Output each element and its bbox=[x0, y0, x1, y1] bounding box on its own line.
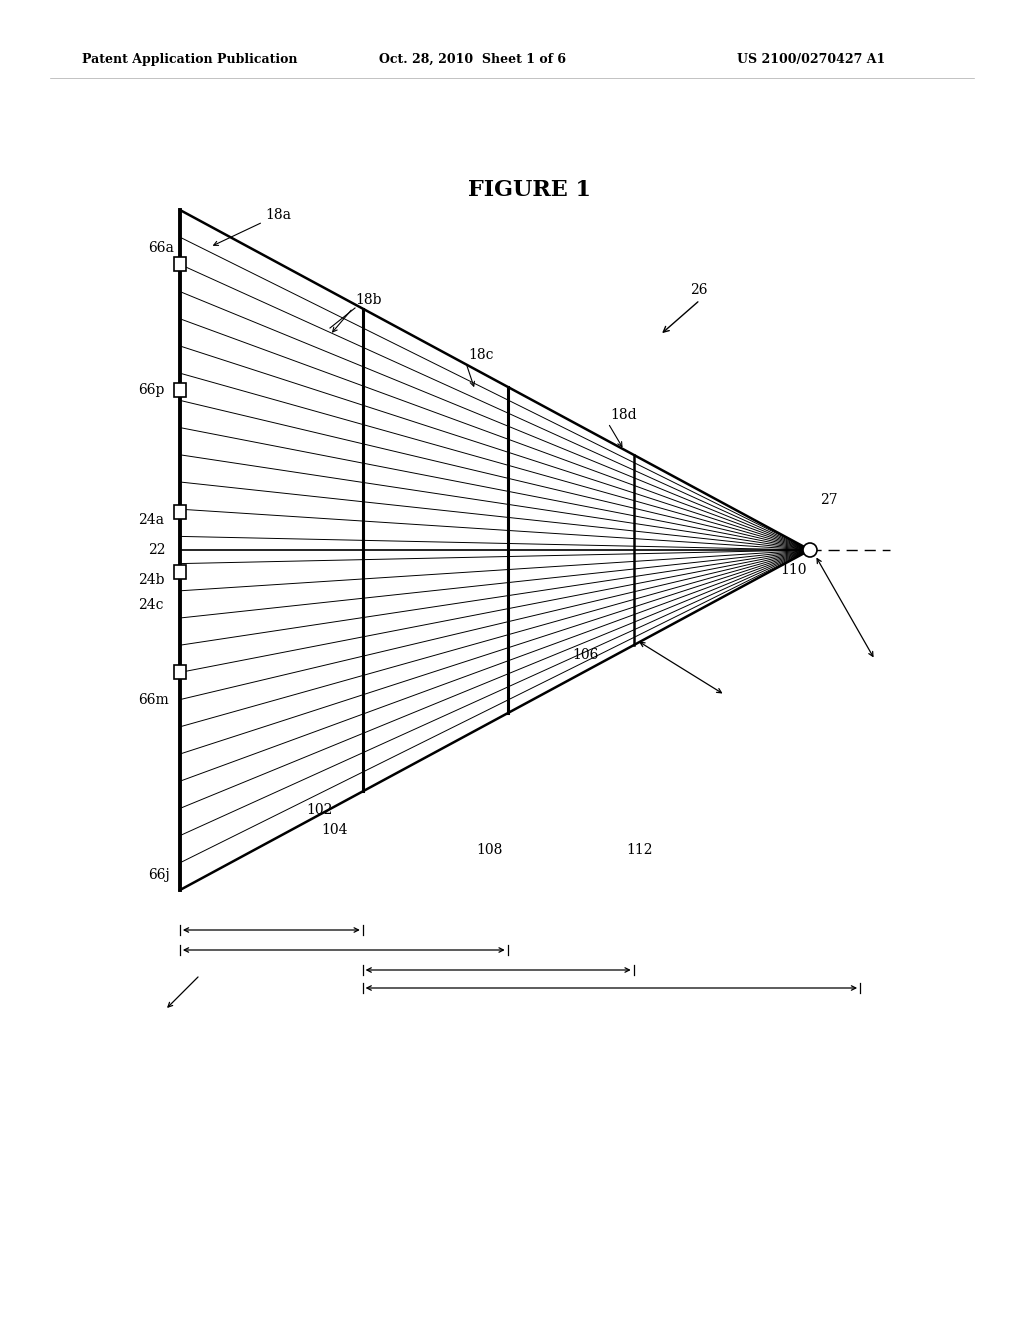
Text: 24b: 24b bbox=[138, 573, 165, 587]
Text: FIGURE 1: FIGURE 1 bbox=[469, 180, 592, 201]
Text: 26: 26 bbox=[690, 282, 708, 297]
Text: 66m: 66m bbox=[138, 693, 169, 708]
Text: 24c: 24c bbox=[138, 598, 164, 612]
Bar bbox=[174, 257, 186, 272]
Circle shape bbox=[803, 543, 817, 557]
Text: Oct. 28, 2010  Sheet 1 of 6: Oct. 28, 2010 Sheet 1 of 6 bbox=[379, 53, 566, 66]
Text: 110: 110 bbox=[780, 564, 807, 577]
Text: 102: 102 bbox=[307, 803, 333, 817]
Text: US 2100/0270427 A1: US 2100/0270427 A1 bbox=[737, 53, 886, 66]
Text: 18b: 18b bbox=[355, 293, 382, 308]
Text: 27: 27 bbox=[820, 492, 838, 507]
Text: 24a: 24a bbox=[138, 513, 164, 527]
Text: 112: 112 bbox=[627, 843, 653, 857]
Bar bbox=[174, 565, 186, 579]
Bar bbox=[174, 383, 186, 397]
Text: 18a: 18a bbox=[265, 209, 291, 222]
Text: 66j: 66j bbox=[148, 869, 170, 882]
Text: 104: 104 bbox=[322, 822, 348, 837]
Bar bbox=[174, 665, 186, 680]
Text: 106: 106 bbox=[572, 648, 598, 663]
Text: 18c: 18c bbox=[468, 348, 494, 362]
Text: Patent Application Publication: Patent Application Publication bbox=[82, 53, 297, 66]
Text: 66p: 66p bbox=[138, 383, 165, 397]
Text: 108: 108 bbox=[477, 843, 503, 857]
Text: 66a: 66a bbox=[148, 242, 174, 255]
Bar bbox=[174, 506, 186, 519]
Text: 18d: 18d bbox=[610, 408, 637, 422]
Text: 22: 22 bbox=[148, 543, 166, 557]
